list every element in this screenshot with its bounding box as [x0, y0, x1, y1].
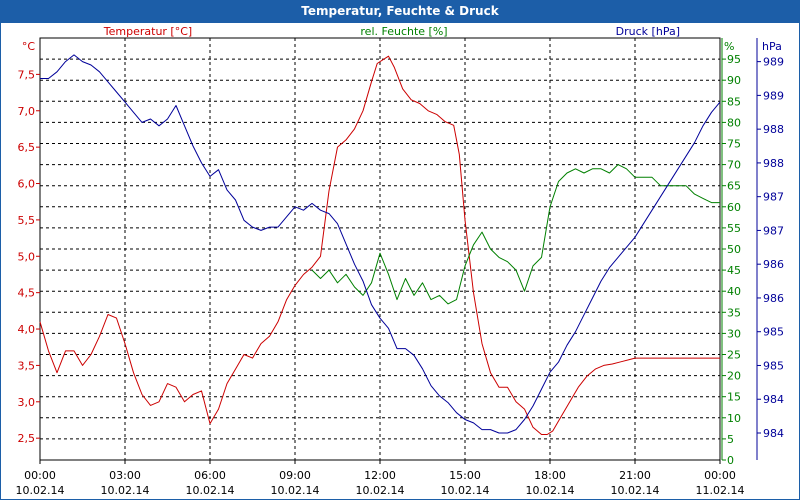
press-tick-label: 985: [763, 359, 784, 372]
hum-tick-label: 65: [727, 180, 741, 193]
hum-tick-label: 10: [727, 412, 741, 425]
x-tick-date: 10.02.14: [186, 484, 235, 497]
x-tick-date: 11.02.14: [696, 484, 745, 497]
x-tick-time: 12:00: [364, 469, 396, 482]
hum-tick-label: 70: [727, 159, 741, 172]
x-tick-time: 06:00: [194, 469, 226, 482]
temp-tick-label: 4,0: [18, 323, 36, 336]
temp-tick-label: 5,0: [18, 250, 36, 263]
series-group: [39, 54, 721, 435]
press-tick-label: 986: [763, 258, 784, 271]
hum-tick-label: 75: [727, 138, 741, 151]
temp-tick-label: 7,5: [18, 68, 36, 81]
press-tick-label: 989: [763, 56, 784, 69]
press-tick-label: 988: [763, 123, 784, 136]
hum-tick-label: 40: [727, 285, 741, 298]
x-tick-time: 00:00: [24, 469, 56, 482]
x-tick-date: 10.02.14: [441, 484, 490, 497]
press-tick-label: 985: [763, 326, 784, 339]
chart-title: Temperatur, Feuchte & Druck: [0, 0, 800, 22]
x-tick-time: 03:00: [109, 469, 141, 482]
hum-tick-label: 5: [727, 433, 734, 446]
hum-tick-label: 25: [727, 349, 741, 362]
hum-tick-label: 80: [727, 116, 741, 129]
grid-lines: [40, 38, 720, 460]
press-tick-label: 987: [763, 191, 784, 204]
hum-axis-label: rel. Feuchte [%]: [360, 25, 447, 38]
hum-unit-label: %: [724, 40, 734, 53]
series-line-press: [40, 54, 721, 434]
x-tick-date: 10.02.14: [101, 484, 150, 497]
hum-tick-label: 90: [727, 74, 741, 87]
hum-tick-label: 45: [727, 264, 741, 277]
press-tick-label: 984: [763, 393, 784, 406]
series-line-hum: [311, 164, 720, 305]
hum-tick-label: 35: [727, 306, 741, 319]
x-tick-date: 10.02.14: [356, 484, 405, 497]
hum-tick-label: 60: [727, 201, 741, 214]
temp-axis-label: Temperatur [°C]: [103, 25, 192, 38]
hum-tick-label: 50: [727, 243, 741, 256]
temp-tick-label: 6,0: [18, 178, 36, 191]
hum-tick-label: 95: [727, 53, 741, 66]
press-tick-label: 988: [763, 157, 784, 170]
temp-tick-label: 5,5: [18, 214, 36, 227]
press-tick-label: 989: [763, 89, 784, 102]
hum-tick-label: 30: [727, 327, 741, 340]
x-tick-date: 10.02.14: [611, 484, 660, 497]
series-line-temp: [39, 55, 720, 435]
x-tick-date: 10.02.14: [271, 484, 320, 497]
x-tick-date: 10.02.14: [16, 484, 65, 497]
axes-group: 00:00 10.02.14 03:00 10.02.14 06:00 10.02.14 0…: [16, 38, 784, 497]
press-tick-label: 986: [763, 292, 784, 305]
temp-tick-label: 6,5: [18, 141, 36, 154]
hum-tick-label: 0: [727, 454, 734, 467]
temp-tick-label: 7,0: [18, 105, 36, 118]
temp-unit-label: °C: [22, 40, 36, 53]
hum-tick-label: 55: [727, 222, 741, 235]
hum-tick-label: 20: [727, 370, 741, 383]
press-axis-label: Druck [hPa]: [616, 25, 680, 38]
press-tick-label: 984: [763, 427, 784, 440]
x-tick-time: 18:00: [534, 469, 566, 482]
press-unit-label: hPa: [762, 40, 782, 53]
temp-tick-label: 3,0: [18, 396, 36, 409]
x-tick-time: 00:00: [704, 469, 736, 482]
hum-tick-label: 85: [727, 95, 741, 108]
x-tick-time: 21:00: [619, 469, 651, 482]
press-tick-label: 987: [763, 224, 784, 237]
x-tick-time: 15:00: [449, 469, 481, 482]
temp-tick-label: 3,5: [18, 359, 36, 372]
x-tick-time: 09:00: [279, 469, 311, 482]
temp-tick-label: 4,5: [18, 287, 36, 300]
hum-tick-label: 15: [727, 391, 741, 404]
temp-tick-label: 2,5: [18, 432, 36, 445]
x-tick-date: 10.02.14: [526, 484, 575, 497]
